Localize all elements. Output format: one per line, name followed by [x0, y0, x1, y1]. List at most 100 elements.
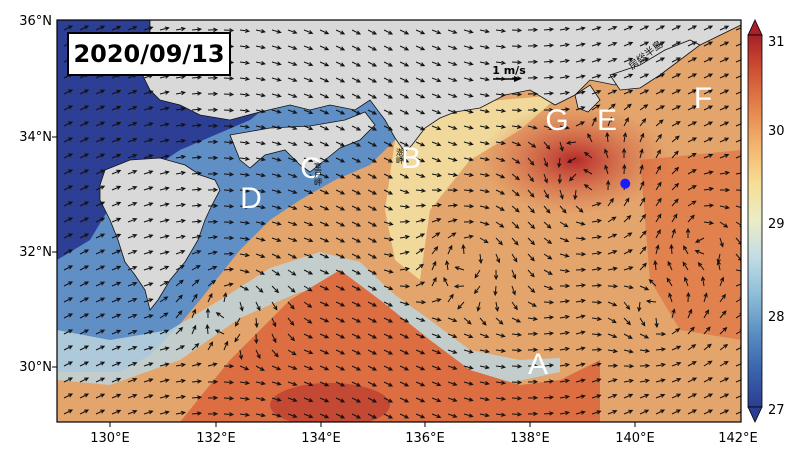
current-vector [319, 157, 330, 163]
current-vector [623, 317, 632, 326]
current-vector [511, 317, 522, 323]
current-vector [127, 281, 138, 287]
current-vector [239, 380, 251, 385]
current-vector [367, 413, 378, 419]
current-vector [683, 276, 689, 287]
current-vector [687, 41, 698, 47]
current-vector [191, 379, 203, 384]
current-vector [255, 189, 266, 194]
current-vector [447, 413, 458, 418]
current-vector [143, 202, 154, 207]
map-frame [56, 19, 742, 423]
current-vector [351, 61, 362, 67]
current-vector [700, 275, 706, 287]
current-vector [214, 329, 225, 335]
current-vector [447, 317, 458, 323]
current-vector [493, 269, 499, 281]
current-vector [143, 122, 154, 127]
current-vector [671, 198, 679, 207]
current-vector [431, 141, 442, 147]
current-vector [255, 141, 266, 146]
current-vector [79, 297, 90, 303]
current-vector [623, 103, 632, 111]
current-vector [639, 348, 651, 353]
current-vector [687, 214, 695, 223]
current-vector [207, 91, 219, 97]
current-vector [207, 411, 219, 417]
current-vector [175, 170, 186, 176]
current-vector [159, 312, 169, 319]
point-label-f: F [694, 82, 712, 115]
current-vector [719, 137, 730, 143]
current-vector [495, 60, 507, 65]
current-vector [335, 157, 346, 163]
current-vector [287, 109, 298, 114]
current-vector [271, 301, 278, 311]
current-vector [239, 76, 251, 81]
current-vector [191, 139, 203, 144]
colorbar-tick-label: 29 [768, 217, 785, 232]
current-vector [703, 377, 714, 383]
current-vector [543, 411, 555, 416]
current-vector [319, 93, 330, 99]
current-vector [239, 396, 251, 401]
current-vector [127, 361, 138, 367]
current-vector [735, 25, 741, 31]
current-vector [687, 393, 698, 399]
current-vector [575, 121, 586, 127]
current-vector [655, 149, 661, 159]
colorbar-top-extend [747, 19, 763, 36]
current-vector [191, 343, 200, 351]
current-vector [671, 41, 682, 47]
current-vector [239, 412, 251, 417]
current-vector [719, 409, 730, 415]
current-vector [623, 363, 635, 369]
current-vector [303, 173, 314, 179]
current-vector [494, 301, 500, 312]
current-vector [127, 105, 138, 111]
current-vector [271, 141, 282, 146]
current-vector [207, 187, 219, 193]
current-vector [335, 205, 346, 211]
current-vector [511, 141, 522, 147]
current-vector [639, 132, 645, 143]
current-vector [303, 381, 314, 387]
current-vector [527, 411, 539, 417]
current-vector [639, 285, 650, 291]
current-vector [79, 121, 90, 127]
current-vector [367, 93, 378, 99]
current-vector [175, 394, 186, 400]
current-vector [63, 121, 74, 127]
location-marker [620, 178, 631, 189]
current-vector [271, 237, 282, 242]
current-vector [559, 141, 564, 152]
current-vector [575, 283, 587, 288]
current-vector [687, 57, 698, 63]
current-vector [319, 189, 330, 195]
current-vector [655, 73, 666, 79]
current-vector [447, 77, 458, 82]
current-vector [543, 189, 549, 199]
current-vector [479, 125, 490, 130]
current-vector [191, 250, 202, 255]
current-vector [127, 329, 138, 335]
current-vector [239, 108, 251, 113]
current-vector [175, 264, 185, 271]
current-vector [271, 29, 282, 34]
current-vector [655, 57, 666, 63]
current-vector [255, 61, 266, 66]
current-vector [447, 397, 458, 402]
current-vector [351, 109, 362, 115]
current-vector [335, 397, 346, 403]
current-vector [527, 221, 536, 230]
current-vector [431, 232, 441, 239]
current-vector [671, 57, 682, 63]
current-vector [639, 393, 650, 399]
current-vector [671, 73, 682, 79]
current-vector [95, 409, 106, 415]
current-vector [463, 413, 474, 418]
current-vector [559, 74, 570, 80]
colorbar-tick-label: 27 [768, 403, 785, 418]
current-vector [207, 250, 218, 255]
current-vector [175, 345, 186, 351]
